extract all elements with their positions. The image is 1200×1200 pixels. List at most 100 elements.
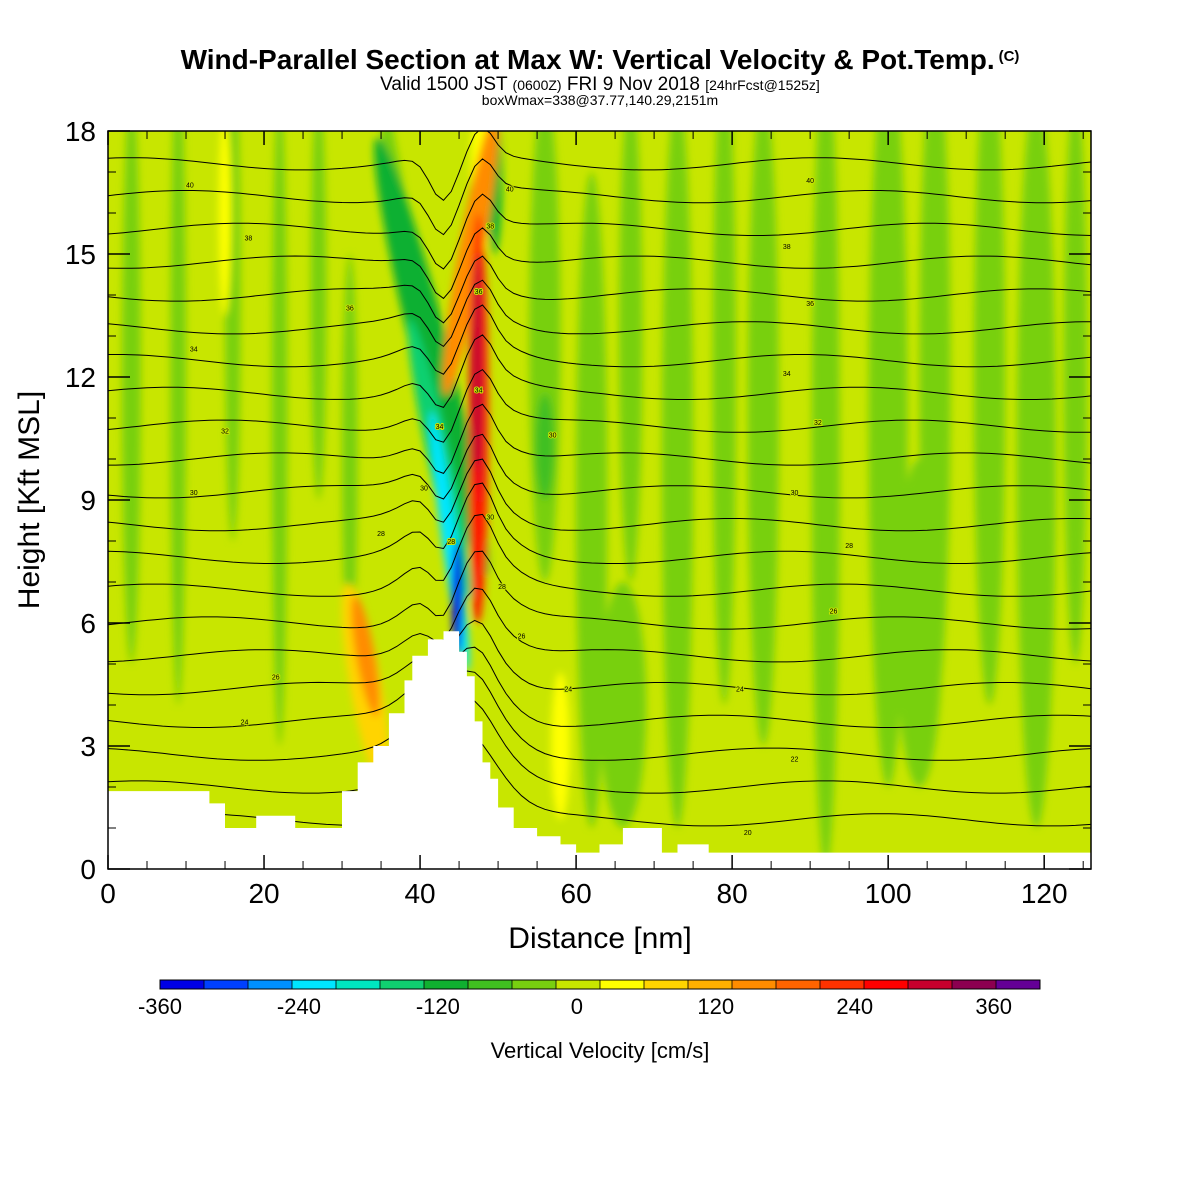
updraft-stripe — [551, 672, 570, 820]
y-tick-label: 9 — [80, 485, 96, 516]
theta-contour — [108, 158, 1091, 236]
colorbar-swatch — [644, 980, 689, 989]
contour-label: 24 — [564, 687, 572, 694]
colorbar-swatch — [776, 980, 821, 989]
theta-contour — [108, 619, 1091, 696]
updraft-core — [470, 254, 484, 541]
theta-contour — [108, 255, 1091, 324]
theta-contour — [108, 368, 1091, 443]
contour-label: 30 — [549, 432, 557, 439]
downdraft-stripe — [619, 131, 643, 582]
downdraft-stripe — [811, 131, 840, 869]
x-tick-label: 40 — [404, 878, 435, 909]
y-tick-label: 12 — [65, 362, 96, 393]
colorbar-tick-label: -120 — [416, 994, 460, 1019]
colorbar-swatch — [556, 980, 601, 989]
chart-title: Wind-Parallel Section at Max W: Vertical… — [180, 44, 1020, 75]
colorbar-swatch — [864, 980, 909, 989]
updraft-core — [471, 459, 481, 623]
y-tick-label: 0 — [80, 854, 96, 885]
contour-label: 34 — [783, 371, 791, 378]
theta-contour — [108, 587, 1091, 663]
contour-label: 26 — [518, 633, 526, 640]
contour-label: 40 — [186, 182, 194, 189]
contour-label: 36 — [806, 301, 814, 308]
updraft-stripe — [193, 541, 210, 787]
downdraft-stripe — [271, 131, 288, 746]
colorbar-swatch — [248, 980, 293, 989]
colorbar-swatch — [600, 980, 645, 989]
downdraft-stripe — [973, 131, 1006, 705]
downdraft-stripe — [342, 254, 358, 664]
contour-label: 28 — [447, 539, 455, 546]
colorbar-tick-label: -240 — [277, 994, 321, 1019]
contour-label: 36 — [475, 289, 483, 296]
theta-contour — [108, 482, 1091, 564]
theta-contour — [108, 227, 1091, 300]
colorbar-swatch — [908, 980, 953, 989]
updraft-stripe — [218, 131, 232, 316]
downdraft-stripe — [122, 131, 141, 664]
contour-label: 34 — [436, 424, 444, 431]
theta-contour — [108, 697, 1091, 794]
box-max-info: boxWmax=338@37.77,140.29,2151m — [481, 92, 719, 108]
contour-label: 28 — [377, 531, 385, 538]
colorbar: -360 -240 -120 0 120 240 360 — [138, 979, 1041, 1019]
colorbar-tick-label: -360 — [138, 994, 182, 1019]
contour-label: 28 — [845, 543, 853, 550]
theta-contour — [108, 433, 1091, 500]
downdraft-stripe — [747, 131, 779, 746]
contour-label: 24 — [241, 719, 249, 726]
colorbar-swatch — [688, 980, 733, 989]
contour-label: 26 — [830, 609, 838, 616]
contour-label: 30 — [486, 514, 494, 521]
downdraft-stripe — [599, 582, 647, 828]
contour-label: 40 — [806, 178, 814, 185]
colorbar-swatch — [820, 980, 865, 989]
contour-label: 30 — [420, 486, 428, 493]
x-axis-label: Distance [nm] — [508, 922, 692, 955]
contour-label: 28 — [498, 584, 506, 591]
contour-label: 36 — [346, 305, 354, 312]
downdraft-stripe — [529, 131, 561, 582]
x-tick-label: 80 — [717, 878, 748, 909]
downdraft-stripe — [310, 131, 327, 500]
y-axis-label: Height [Kft MSL] — [13, 390, 46, 610]
colorbar-swatch — [204, 980, 249, 989]
y-tick-label: 6 — [80, 608, 96, 639]
theta-contour — [108, 513, 1091, 597]
colorbar-swatch — [424, 980, 469, 989]
colorbar-tick-label: 0 — [571, 994, 583, 1019]
y-tick-label: 18 — [65, 116, 96, 147]
downdraft-stripe — [1016, 131, 1056, 828]
y-tick-label: 3 — [80, 731, 96, 762]
contour-label: 34 — [190, 346, 198, 353]
theta-contour — [108, 304, 1091, 375]
theta-contour — [108, 458, 1091, 532]
colorbar-swatch — [732, 980, 777, 989]
downdraft-stripe — [895, 459, 943, 787]
colorbar-tick-label: 120 — [697, 994, 734, 1019]
contour-label: 20 — [744, 830, 752, 837]
theta-contour — [108, 646, 1091, 728]
colorbar-title: Vertical Velocity [cm/s] — [490, 1038, 710, 1063]
theta-contour — [108, 193, 1091, 270]
colorbar-swatch — [996, 980, 1041, 989]
colorbar-swatch — [512, 980, 557, 989]
contour-label: 38 — [783, 244, 791, 251]
theta-contour — [108, 550, 1091, 630]
contour-label: 32 — [814, 420, 822, 427]
colorbar-swatch — [160, 980, 205, 989]
contour-labels: 40 38 36 34 32 30 28 26 24 34 30 28 36 38 40 34 30 28 26 30… — [185, 177, 854, 838]
x-tick-label: 20 — [248, 878, 279, 909]
theta-contour — [108, 131, 1091, 201]
x-tick-label: 100 — [865, 878, 912, 909]
x-tick-label: 60 — [561, 878, 592, 909]
colorbar-tick-label: 360 — [975, 994, 1012, 1019]
terrain — [108, 631, 1091, 869]
vertical-velocity-field — [122, 131, 1088, 869]
colorbar-swatch — [336, 980, 381, 989]
downdraft-stripe — [170, 131, 187, 705]
theta-contour — [108, 334, 1091, 408]
